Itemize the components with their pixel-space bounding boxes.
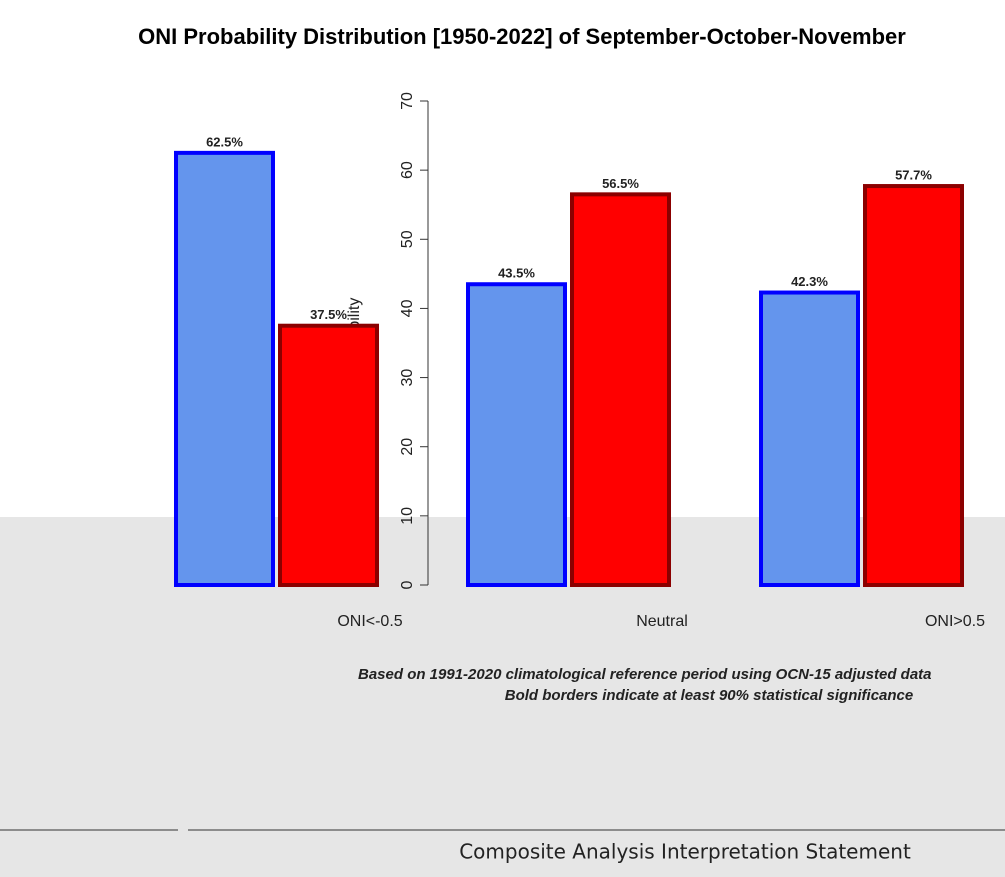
value-label: 43.5% [498, 266, 535, 281]
value-label: 56.5% [602, 176, 639, 191]
value-label: 37.5% [310, 307, 347, 322]
y-tick-label: 50 [399, 230, 416, 248]
footnote: Bold borders indicate at least 90% stati… [505, 687, 913, 704]
x-tick-label: ONI>0.5 [925, 613, 985, 630]
statement: Composite Analysis Interpretation Statem… [459, 840, 911, 864]
value-label: 62.5% [206, 134, 243, 149]
chart-title: ONI Probability Distribution [1950-2022]… [138, 24, 906, 49]
y-tick-label: 20 [399, 438, 416, 456]
bar [759, 290, 860, 587]
y-tick-label: 40 [399, 299, 416, 317]
bar [863, 184, 964, 587]
x-tick-label: ONI<-0.5 [337, 613, 402, 630]
bar [570, 192, 671, 587]
x-tick-label: Neutral [636, 613, 688, 630]
bar [174, 150, 275, 587]
y-tick-label: 70 [399, 92, 416, 110]
value-label: 57.7% [895, 167, 932, 182]
bar [466, 282, 567, 587]
footnote: Based on 1991-2020 climatological refere… [358, 666, 932, 683]
y-tick-label: 0 [399, 580, 416, 589]
y-tick-label: 10 [399, 507, 416, 525]
y-tick-label: 30 [399, 369, 416, 387]
value-label: 42.3% [791, 274, 828, 289]
y-tick-label: 60 [399, 161, 416, 179]
bar [278, 323, 379, 587]
